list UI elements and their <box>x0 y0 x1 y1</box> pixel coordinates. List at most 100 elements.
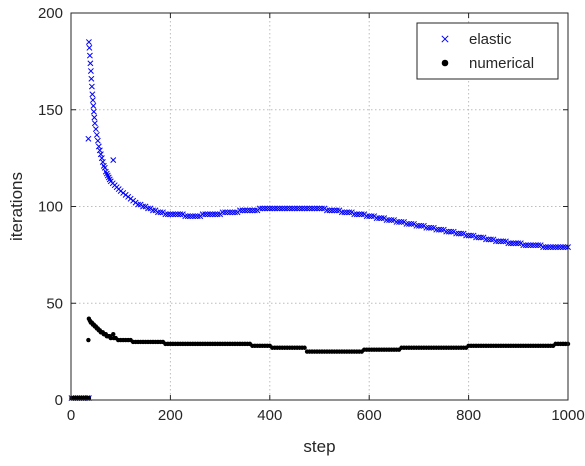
data-point-elastic <box>227 209 233 216</box>
data-point-elastic <box>458 230 465 237</box>
data-point-elastic <box>187 213 194 220</box>
data-point-elastic <box>453 230 460 237</box>
y-tick-label: 0 <box>55 392 63 409</box>
data-point-elastic <box>418 222 425 229</box>
data-point-elastic <box>560 244 566 251</box>
data-point-elastic <box>94 137 101 144</box>
tick-layer: 0 200 400 600 800 1000 0 50 100 150 200 <box>38 5 585 424</box>
data-point-numerical <box>302 345 307 350</box>
data-point-elastic <box>244 207 251 214</box>
y-tick-label: 150 <box>38 102 63 119</box>
data-point-elastic <box>545 244 552 251</box>
data-point-numerical <box>111 332 116 337</box>
data-point-elastic <box>145 205 151 212</box>
data-point-elastic <box>172 211 179 218</box>
data-point-elastic <box>383 217 390 223</box>
data-point-elastic <box>219 209 226 216</box>
data-point-elastic <box>202 211 209 218</box>
data-point-elastic <box>85 135 92 142</box>
data-point-elastic <box>445 228 452 235</box>
data-point-elastic <box>396 219 402 225</box>
data-point-elastic <box>326 207 333 214</box>
data-point-elastic <box>93 131 100 138</box>
data-point-elastic <box>194 213 201 220</box>
data-point-elastic <box>527 242 534 249</box>
data-point-elastic <box>309 205 315 212</box>
y-tick-label: 100 <box>38 199 63 216</box>
data-point-elastic <box>274 205 281 212</box>
data-point-elastic <box>271 205 278 212</box>
x-axis-label: step <box>303 437 335 456</box>
data-point-elastic <box>408 220 415 227</box>
x-tick-label: 200 <box>158 407 183 424</box>
data-point-elastic <box>455 230 462 237</box>
data-point-elastic <box>562 244 569 251</box>
data-point-elastic <box>510 240 517 247</box>
data-point-elastic <box>505 240 512 247</box>
data-point-elastic <box>289 205 296 212</box>
data-point-elastic <box>89 97 96 104</box>
data-point-elastic <box>433 226 440 233</box>
data-point-elastic <box>89 91 96 98</box>
data-point-elastic <box>251 207 258 214</box>
y-tick-label: 200 <box>38 5 63 22</box>
data-point-elastic <box>214 211 221 218</box>
data-point-elastic <box>406 220 412 227</box>
data-point-elastic <box>150 207 156 214</box>
data-point-elastic <box>512 240 519 247</box>
data-point-elastic <box>88 83 95 90</box>
data-point-elastic <box>286 205 293 212</box>
data-point-elastic <box>281 205 288 212</box>
data-point-elastic <box>177 211 184 218</box>
data-point-elastic <box>356 211 363 218</box>
data-point-elastic <box>515 240 522 247</box>
data-point-elastic <box>522 242 529 249</box>
data-point-elastic <box>296 205 303 212</box>
data-point-elastic <box>488 236 494 243</box>
data-point-elastic <box>333 207 340 214</box>
data-point-elastic <box>413 222 420 229</box>
data-point-elastic <box>269 205 276 212</box>
data-point-elastic <box>256 205 263 212</box>
data-point-elastic <box>495 238 502 245</box>
data-point-elastic <box>316 205 323 212</box>
data-point-elastic <box>351 211 358 218</box>
data-point-elastic <box>140 203 147 210</box>
data-point-elastic <box>319 205 325 212</box>
data-point-elastic <box>353 211 360 218</box>
data-point-elastic <box>341 209 348 216</box>
data-point-elastic <box>388 217 395 223</box>
data-point-elastic <box>314 205 320 212</box>
data-point-elastic <box>386 217 393 223</box>
legend-marker-elastic <box>441 35 449 43</box>
data-point-elastic <box>306 205 313 212</box>
legend: elastic numerical <box>416 22 559 80</box>
x-tick-label: 1000 <box>551 407 584 424</box>
y-axis-label: iterations <box>7 172 26 241</box>
data-point-elastic <box>557 244 564 251</box>
data-point-elastic <box>229 209 236 216</box>
data-point-elastic <box>473 234 480 241</box>
data-point-elastic <box>343 209 350 216</box>
data-point-elastic <box>237 207 243 214</box>
data-point-numerical <box>86 337 91 343</box>
data-point-elastic <box>393 219 400 225</box>
data-point-elastic <box>331 207 338 214</box>
data-point-elastic <box>241 207 248 214</box>
data-point-numerical <box>86 395 92 401</box>
data-point-elastic <box>299 205 306 212</box>
data-point-elastic <box>162 211 169 218</box>
data-point-elastic <box>182 213 189 220</box>
data-point-elastic <box>87 68 94 75</box>
data-point-elastic <box>530 242 537 249</box>
data-point-elastic <box>443 228 450 235</box>
data-point-elastic <box>403 220 410 227</box>
data-point-elastic <box>448 228 455 235</box>
data-point-elastic <box>363 213 370 220</box>
data-point-elastic <box>465 232 472 239</box>
data-point-elastic <box>497 238 504 245</box>
data-point-elastic <box>525 242 532 249</box>
data-point-elastic <box>167 211 174 218</box>
data-point-elastic <box>249 207 256 214</box>
